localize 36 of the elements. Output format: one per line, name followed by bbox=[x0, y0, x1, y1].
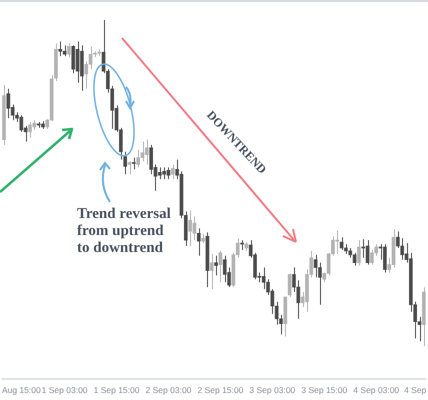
x-tick-label: 2 Sep 15:00 bbox=[197, 385, 244, 396]
candlestick bbox=[62, 44, 66, 57]
x-tick-label: 3 Sep 03:00 bbox=[249, 385, 296, 396]
candlestick bbox=[357, 240, 361, 266]
candlestick bbox=[6, 88, 10, 119]
candlestick bbox=[262, 267, 266, 290]
x-tick-label: 4 Sep 03:00 bbox=[353, 385, 400, 396]
candlestick bbox=[58, 40, 62, 57]
candlestick bbox=[240, 240, 244, 250]
candlestick bbox=[76, 40, 80, 84]
candlestick bbox=[222, 255, 227, 283]
candlestick bbox=[370, 249, 374, 266]
candlestick bbox=[19, 114, 24, 132]
x-tick-label: 1 Sep 03:00 bbox=[42, 385, 88, 396]
x-tick-label: 1 Sep 15:00 bbox=[94, 385, 140, 396]
candlestick bbox=[218, 250, 222, 283]
candlestick bbox=[166, 166, 170, 180]
x-tick-label: Aug 15:00 bbox=[2, 385, 41, 396]
x-tick-label: 3 Sep 15:00 bbox=[301, 385, 348, 396]
candlestick bbox=[71, 44, 76, 74]
candlestick bbox=[67, 42, 71, 58]
candlestick bbox=[210, 253, 214, 290]
candlestick bbox=[132, 157, 136, 170]
candlestick bbox=[128, 161, 132, 175]
candlestick bbox=[366, 240, 370, 266]
annotation: Trend reversal from uptrend to downtrend bbox=[77, 206, 171, 257]
x-tick-label: 2 Sep 03:00 bbox=[146, 385, 192, 396]
candlestick bbox=[214, 255, 218, 276]
candlestick bbox=[136, 149, 140, 168]
candlestick bbox=[196, 228, 201, 256]
candlestick bbox=[288, 272, 292, 298]
x-tick-label: 4 Sep bbox=[404, 385, 427, 396]
candlestick bbox=[352, 252, 356, 266]
candlestick bbox=[158, 166, 162, 180]
candlestick bbox=[170, 164, 175, 180]
candlestick bbox=[28, 122, 32, 138]
